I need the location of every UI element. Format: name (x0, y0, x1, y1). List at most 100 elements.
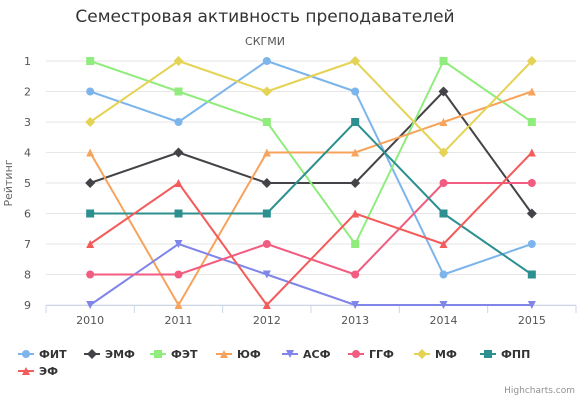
data-point[interactable] (439, 270, 448, 279)
data-point[interactable] (174, 240, 183, 248)
chart-title: Семестровая активность преподавателей (75, 7, 454, 27)
data-point[interactable] (261, 178, 272, 188)
data-point[interactable] (527, 270, 536, 279)
data-point[interactable] (439, 57, 448, 65)
data-point[interactable] (439, 240, 448, 248)
legend-marker (220, 350, 228, 358)
legend-label: ЭФ (39, 365, 58, 378)
legend-marker (484, 350, 492, 358)
data-point[interactable] (350, 56, 361, 66)
legend-item[interactable]: ГГФ (348, 348, 394, 361)
data-point[interactable] (439, 209, 448, 218)
data-point[interactable] (351, 301, 360, 309)
y-tick-label: 3 (24, 116, 31, 129)
x-tick-label: 2015 (518, 314, 546, 327)
legend-marker (417, 349, 427, 359)
legend-label: ФПП (501, 348, 530, 361)
data-point[interactable] (261, 86, 272, 97)
data-point[interactable] (350, 178, 361, 188)
data-point[interactable] (86, 148, 95, 157)
legend-label: ГГФ (369, 348, 394, 361)
data-point[interactable] (262, 301, 271, 309)
data-point[interactable] (174, 179, 183, 187)
data-point[interactable] (527, 87, 536, 96)
data-point[interactable] (262, 148, 271, 157)
data-point[interactable] (86, 301, 95, 309)
data-point[interactable] (439, 301, 448, 309)
data-point[interactable] (85, 178, 96, 188)
data-point[interactable] (351, 148, 360, 157)
credits-link[interactable]: Highcharts.com (504, 386, 575, 396)
y-tick-label: 1 (24, 55, 31, 68)
data-point[interactable] (174, 270, 183, 279)
data-point[interactable] (527, 148, 536, 157)
data-point[interactable] (262, 270, 271, 279)
series-line[interactable] (90, 121, 533, 276)
data-point[interactable] (351, 87, 360, 96)
data-point[interactable] (174, 118, 183, 126)
legend-label: ФИТ (39, 348, 67, 361)
y-tick-label: 8 (24, 269, 31, 282)
series-line[interactable] (89, 60, 533, 245)
legend-item[interactable]: ЭМФ (84, 348, 135, 361)
x-tick-label: 2011 (165, 314, 193, 327)
series-3 (86, 57, 536, 248)
legend-item[interactable]: ФПП (480, 348, 530, 361)
data-point[interactable] (262, 118, 271, 126)
data-point[interactable] (86, 209, 95, 218)
legend-item[interactable]: АСФ (282, 348, 331, 361)
data-point[interactable] (173, 56, 184, 66)
legend-item[interactable]: ФИТ (18, 348, 67, 361)
data-point[interactable] (439, 118, 448, 126)
x-tick-label: 2013 (341, 314, 369, 327)
y-tick-label: 9 (24, 299, 31, 312)
data-point[interactable] (86, 57, 95, 65)
legend-item[interactable]: ЮФ (216, 348, 261, 361)
data-point[interactable] (173, 147, 184, 158)
series-4 (86, 87, 536, 309)
data-point[interactable] (351, 240, 360, 248)
data-point[interactable] (262, 240, 271, 248)
data-point[interactable] (527, 179, 536, 187)
data-point[interactable] (85, 117, 96, 127)
data-point[interactable] (174, 87, 183, 96)
data-point[interactable] (262, 57, 271, 65)
data-point[interactable] (86, 270, 95, 279)
series-9 (86, 148, 536, 309)
legend-marker (154, 350, 162, 358)
legend-item[interactable]: ФЭТ (150, 348, 198, 361)
legend-marker (352, 350, 360, 358)
series-line[interactable] (89, 60, 533, 154)
data-point[interactable] (86, 87, 95, 96)
data-point[interactable] (439, 179, 448, 187)
data-point[interactable] (351, 118, 360, 126)
x-tick-label: 2010 (76, 314, 104, 327)
data-point[interactable] (438, 86, 449, 97)
data-point[interactable] (174, 301, 183, 309)
legend-label: МФ (435, 348, 457, 361)
data-point[interactable] (351, 209, 360, 218)
y-tick-label: 6 (24, 208, 31, 221)
data-point[interactable] (174, 209, 183, 218)
legend-item[interactable]: ЭФ (18, 365, 58, 378)
series-lines (85, 56, 537, 309)
data-point[interactable] (527, 301, 536, 309)
data-point[interactable] (438, 147, 449, 158)
data-point[interactable] (351, 270, 360, 279)
legend-marker (87, 349, 97, 359)
y-tick-label: 5 (24, 177, 31, 190)
data-point[interactable] (86, 240, 95, 248)
data-point[interactable] (527, 240, 536, 248)
legend-label: ЮФ (237, 348, 261, 361)
legend-item[interactable]: МФ (414, 348, 457, 361)
data-point[interactable] (526, 208, 537, 219)
series-line[interactable] (89, 243, 532, 306)
data-point[interactable] (527, 118, 536, 126)
series-line[interactable] (89, 90, 533, 306)
y-axis-title: Рейтинг (2, 159, 15, 206)
series-line[interactable] (89, 151, 533, 306)
data-point[interactable] (526, 56, 537, 66)
legend-marker (22, 367, 30, 375)
data-point[interactable] (262, 209, 271, 218)
